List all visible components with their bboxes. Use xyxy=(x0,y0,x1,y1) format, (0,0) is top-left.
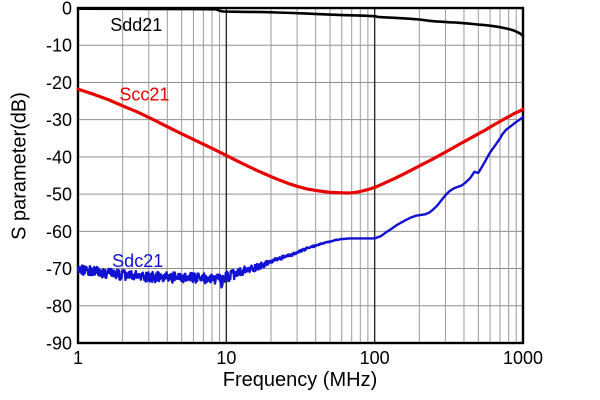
x-tick-label: 100 xyxy=(360,348,390,368)
series-Sdc21 xyxy=(76,115,525,289)
y-tick-labels: 0 -10 -20 -30 -40 -50 -60 -70 -80 -90 xyxy=(46,0,72,354)
x-tick-label: 1 xyxy=(73,348,83,368)
y-tick-label: -90 xyxy=(46,334,72,354)
y-tick-label: -50 xyxy=(46,185,72,205)
y-tick-label: 0 xyxy=(62,0,72,19)
x-tick-labels: 1 10 100 1000 xyxy=(73,348,543,368)
curve-label-Sdd21: Sdd21 xyxy=(110,15,162,35)
plot-border xyxy=(76,6,525,345)
x-tick-label: 1000 xyxy=(503,348,543,368)
y-tick-label: -80 xyxy=(46,296,72,316)
y-axis-title: S parameter(dB) xyxy=(8,92,31,240)
curve-label-Sdc21: Sdc21 xyxy=(112,251,163,271)
x-tick-label: 10 xyxy=(216,348,236,368)
y-tick-label: -40 xyxy=(46,147,72,167)
grid xyxy=(78,8,523,343)
x-axis-title: Frequency (MHz) xyxy=(222,369,378,391)
series-group xyxy=(76,7,525,289)
curve-label-Scc21: Scc21 xyxy=(119,85,169,105)
y-tick-label: -60 xyxy=(46,222,72,242)
y-tick-label: -30 xyxy=(46,110,72,130)
y-tick-label: -70 xyxy=(46,259,72,279)
y-tick-label: -20 xyxy=(46,73,72,93)
series-Sdd21 xyxy=(76,7,525,38)
y-tick-label: -10 xyxy=(46,36,72,56)
series-Scc21 xyxy=(76,87,525,195)
